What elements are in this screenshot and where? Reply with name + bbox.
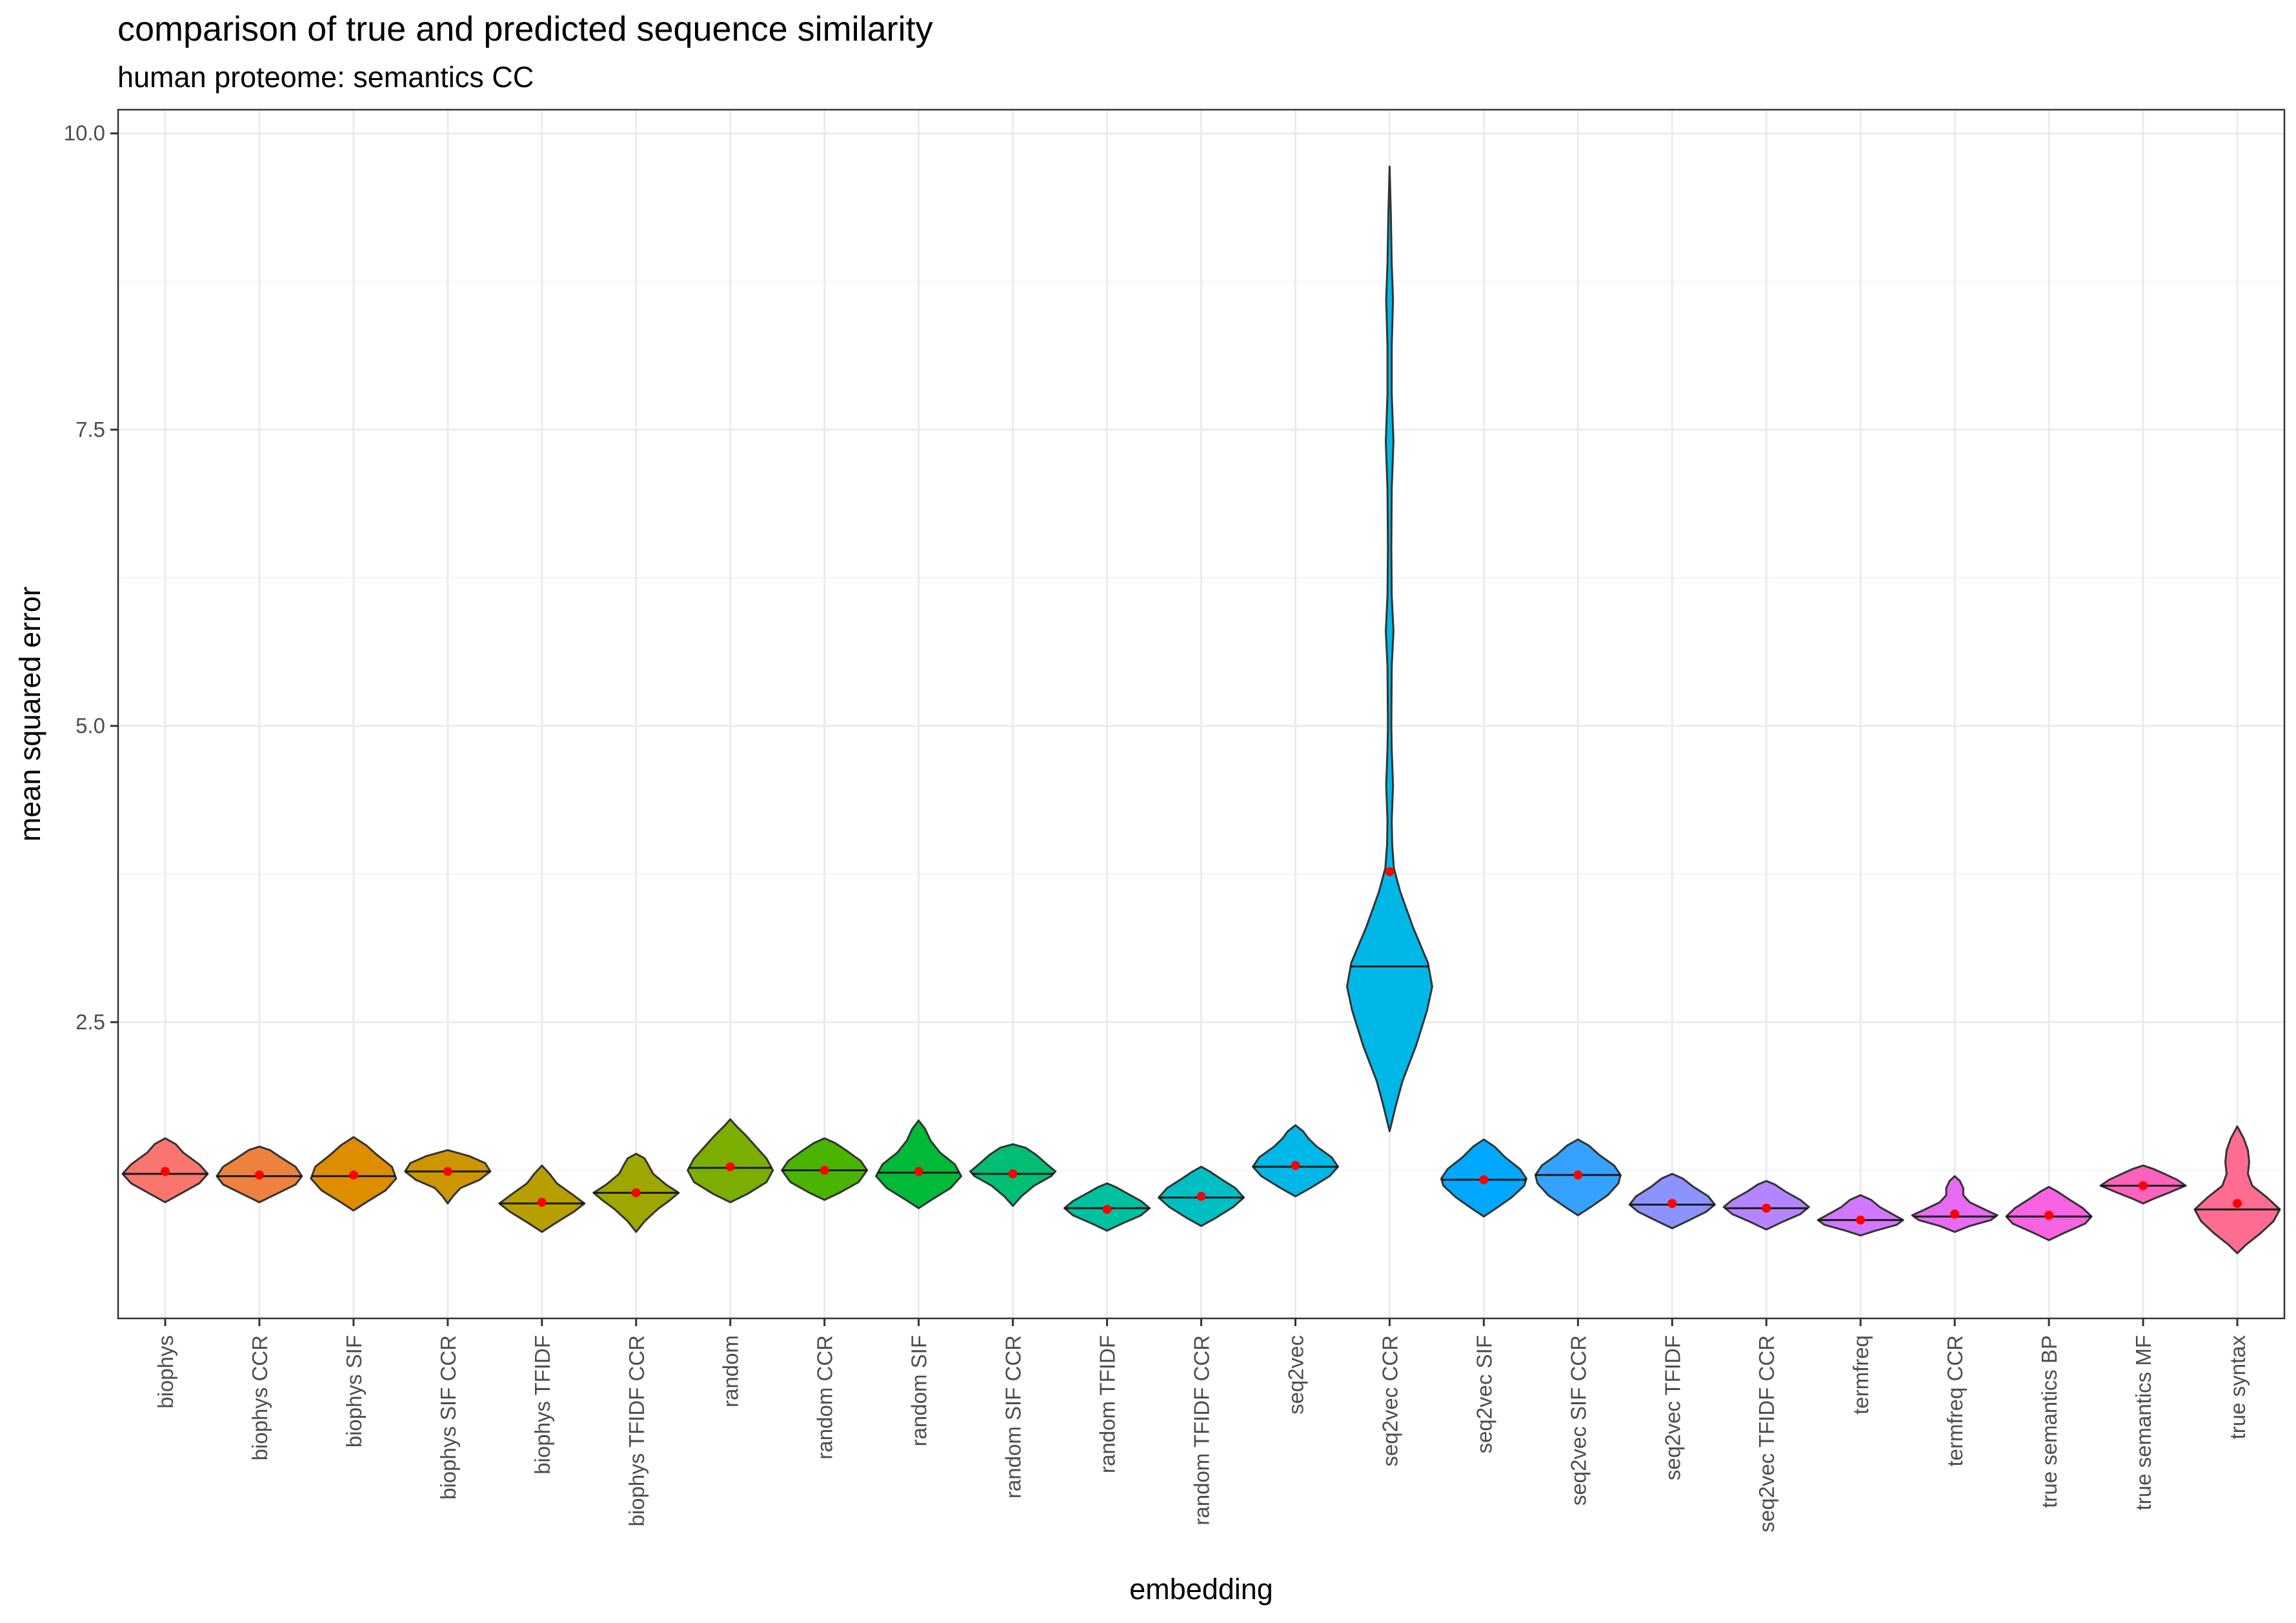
x-axis-title: embedding [1129,1573,1273,1606]
mean-point [1196,1191,1206,1201]
mean-point [631,1188,641,1198]
mean-point [1762,1204,1771,1213]
y-axis: 2.5 5.0 7.5 10.0 [64,121,118,1034]
violin-group [2193,1125,2281,1255]
mean-point [537,1198,547,1207]
violin-group [1534,1138,1622,1216]
mean-point [725,1162,735,1171]
violin-group [2005,1185,2093,1242]
violin-body [1252,1124,1339,1198]
x-tick-label: random TFIDF CCR [1190,1335,1214,1526]
x-tick-label: seq2vec TFIDF [1660,1335,1684,1480]
mean-point [1479,1175,1489,1185]
x-tick-label: true semantics BP [2037,1335,2061,1508]
mean-point [1573,1170,1583,1180]
mean-point [443,1167,452,1176]
violin-group [2099,1164,2187,1205]
mean-point [1950,1209,1960,1219]
mean-point [1856,1215,1866,1225]
x-tick-label: seq2vec TFIDF CCR [1755,1335,1778,1533]
violin-group [121,1137,209,1204]
violin-body [1345,165,1433,1133]
y-tick-label: 7.5 [76,418,105,441]
mean-point [160,1167,170,1176]
violin-group [1817,1194,1904,1236]
mean-point [254,1170,264,1180]
x-tick-label: true syntax [2226,1335,2250,1440]
y-tick-label: 10.0 [64,121,105,145]
violin-body [687,1118,774,1204]
chart-subtitle: human proteome: semantics CC [117,61,534,94]
violin-group [1440,1138,1527,1218]
x-tick-label: seq2vec SIF CCR [1566,1335,1590,1506]
x-tick-label: seq2vec CCR [1378,1335,1402,1467]
violin-body [1911,1175,1999,1233]
mean-point [914,1167,923,1176]
y-tick-label: 2.5 [76,1010,105,1034]
mean-point [1008,1169,1018,1178]
x-axis: biophys biophys CCR biophys SIF biophys SIF… [154,1318,2250,1533]
violins-layer [121,165,2281,1255]
mean-point [2139,1181,2148,1191]
violin-group [498,1164,586,1233]
x-tick-label: random TFIDF [1096,1335,1120,1473]
x-tick-label: termfreq CCR [1943,1335,1967,1467]
violin-group [687,1118,774,1204]
x-tick-label: biophys SIF [342,1335,366,1447]
x-tick-label: biophys CCR [248,1335,272,1460]
violin-body [1817,1194,1904,1236]
x-tick-label: true semantics MF [2131,1335,2155,1510]
x-tick-label: termfreq [1849,1335,1873,1415]
x-tick-label: biophys TFIDF [530,1335,554,1475]
violin-group [1252,1124,1339,1198]
mean-point [1667,1198,1677,1208]
violin-group [1722,1180,1810,1231]
violin-group [592,1153,680,1233]
violin-group [404,1149,492,1205]
violin-group [781,1137,869,1201]
violin-group [1628,1173,1716,1229]
mean-point [1102,1205,1112,1215]
violin-body [875,1119,963,1209]
mean-point [1291,1161,1300,1171]
mean-point [1385,867,1395,876]
x-tick-label: biophys SIF CCR [436,1335,460,1500]
mean-point [820,1165,829,1175]
violin-group [1911,1175,1999,1233]
y-tick-label: 5.0 [76,714,105,738]
violin-group [216,1145,303,1204]
violin-group [1063,1182,1151,1232]
mean-point [2233,1198,2242,1208]
violin-body [2193,1125,2281,1255]
violin-body [404,1149,492,1205]
x-tick-label: seq2vec [1284,1335,1307,1415]
violin-group [969,1143,1057,1207]
violin-group [1345,165,1433,1133]
x-tick-label: random CCR [813,1335,837,1460]
grid-major-lines [118,110,2284,1318]
x-tick-label: seq2vec SIF [1472,1335,1496,1453]
violin-group [875,1119,963,1209]
chart-title: comparison of true and predicted sequenc… [117,10,933,48]
x-tick-label: random SIF CCR [1002,1335,1025,1498]
x-tick-label: random SIF [907,1335,931,1446]
y-axis-title: mean squared error [14,587,46,842]
x-tick-label: biophys [154,1335,177,1409]
mean-point [348,1170,358,1180]
mean-point [2044,1211,2054,1220]
x-tick-label: random [719,1335,743,1407]
violin-group [310,1136,398,1212]
x-tick-label: biophys TFIDF CCR [625,1335,649,1526]
violin-group [1158,1165,1245,1227]
